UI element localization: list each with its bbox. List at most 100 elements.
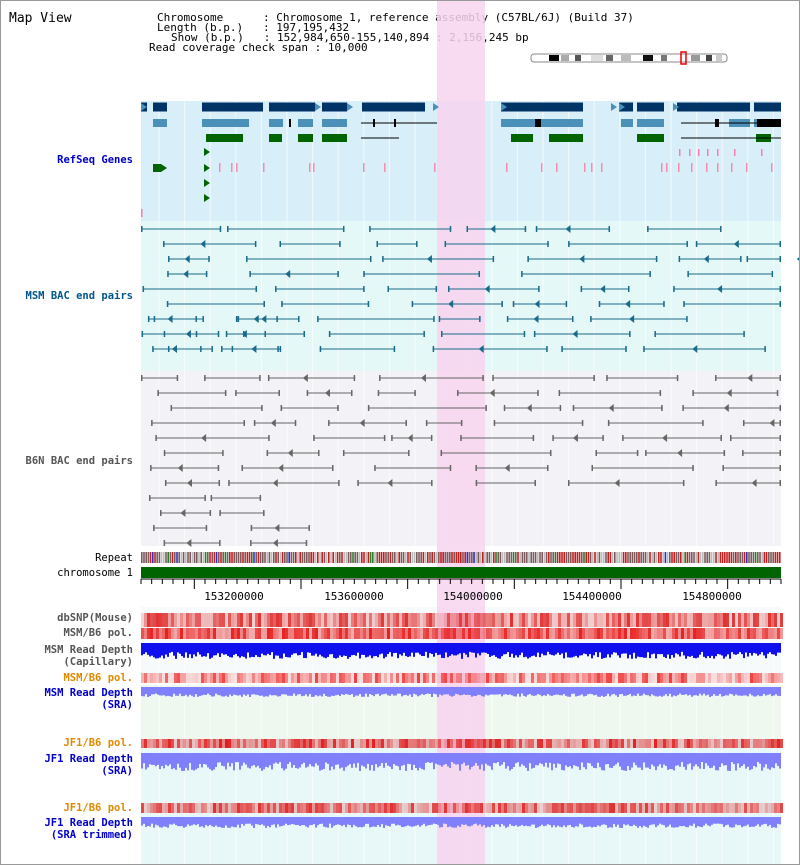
heatmap-cell — [597, 628, 600, 639]
depth-bar — [509, 643, 511, 657]
heatmap-cell — [231, 613, 234, 627]
depth-bar — [575, 817, 577, 827]
depth-bar — [225, 817, 227, 826]
track-label-repeat[interactable]: Repeat — [95, 552, 133, 564]
gene-feature — [501, 119, 583, 127]
bac-end-marker — [547, 465, 549, 471]
heatmap-cell — [171, 628, 174, 639]
bac-end-marker — [155, 435, 157, 441]
depth-bar — [743, 643, 745, 659]
track-label-msm-b6-pol-sra[interactable]: MSM/B6 pol. — [63, 672, 133, 684]
heatmap-cell — [297, 628, 300, 639]
depth-bar — [373, 643, 375, 657]
depth-bar — [301, 687, 303, 697]
depth-bar — [533, 643, 535, 656]
depth-bar — [543, 753, 545, 767]
heatmap-cell — [366, 613, 369, 627]
depth-bar — [733, 817, 735, 828]
depth-bar — [551, 687, 553, 696]
gene-arrow — [204, 164, 210, 172]
heatmap-cell — [633, 673, 636, 683]
track-label-msm-depth-cap[interactable]: MSM Read Depth — [44, 644, 133, 656]
heatmap-cell — [522, 673, 525, 683]
heatmap-cell — [417, 613, 420, 627]
track-label-dbsnp[interactable]: dbSNP(Mouse) — [57, 612, 133, 624]
depth-bar — [471, 817, 473, 826]
depth-bar — [313, 817, 315, 825]
heatmap-cell — [663, 803, 666, 813]
bac-end-marker — [659, 390, 662, 396]
bac-end-marker — [153, 316, 156, 322]
heatmap-cell — [648, 613, 651, 627]
depth-bar — [491, 687, 493, 695]
repeat-element — [255, 552, 257, 563]
heatmap-cell — [777, 803, 780, 813]
depth-bar — [435, 687, 437, 695]
heatmap-cell — [222, 673, 225, 683]
depth-bar — [641, 687, 643, 696]
heatmap-cell — [471, 613, 474, 627]
depth-bar — [417, 643, 419, 653]
depth-bar — [297, 753, 299, 769]
depth-bar — [691, 687, 693, 697]
depth-bar — [515, 817, 517, 826]
track-label-msm-b6-pol[interactable]: MSM/B6 pol. — [63, 627, 133, 639]
heatmap-cell — [213, 803, 216, 813]
repeat-element — [350, 552, 352, 563]
heatmap-cell — [261, 613, 264, 627]
heatmap-cell — [726, 803, 729, 813]
track-label-msm-depth-sra[interactable]: MSM Read Depth — [44, 687, 133, 699]
heatmap-cell — [147, 673, 150, 683]
track-label-b6n-bac[interactable]: B6N BAC end pairs — [25, 455, 133, 467]
depth-bar — [587, 753, 589, 763]
depth-bar — [245, 687, 247, 696]
heatmap-cell — [768, 628, 771, 639]
heatmap-cell — [567, 673, 570, 683]
depth-bar — [165, 817, 167, 827]
depth-bar — [313, 643, 315, 656]
depth-bar — [425, 817, 427, 827]
heatmap-cell — [186, 673, 189, 683]
depth-bar — [597, 643, 599, 658]
heatmap-cell — [534, 628, 537, 639]
heatmap-cell — [501, 613, 504, 627]
track-label-jf1-depth[interactable]: JF1 Read Depth — [44, 753, 133, 765]
depth-bar — [181, 817, 183, 827]
depth-bar — [485, 753, 487, 764]
repeat-element — [774, 552, 777, 563]
depth-bar — [557, 643, 559, 653]
bac-end-marker — [157, 390, 159, 396]
depth-bar — [191, 753, 193, 770]
depth-bar — [679, 643, 681, 657]
depth-bar — [569, 687, 571, 697]
depth-bar — [413, 687, 415, 694]
heatmap-cell — [345, 739, 348, 748]
depth-bar — [343, 643, 345, 656]
track-label-jf1-b6-pol-trim[interactable]: JF1/B6 pol. — [63, 802, 133, 814]
depth-bar — [211, 643, 213, 658]
bac-end-marker — [779, 435, 781, 441]
depth-bar — [223, 687, 225, 697]
depth-bar — [461, 643, 463, 659]
heatmap-cell — [606, 628, 609, 639]
track-label-jf1-b6-pol[interactable]: JF1/B6 pol. — [63, 737, 133, 749]
heatmap-cell — [291, 803, 294, 813]
heatmap-cell — [417, 739, 420, 748]
depth-bar — [545, 687, 547, 696]
bac-end-marker — [208, 256, 210, 262]
track-label-jf1-trim[interactable]: JF1 Read Depth — [44, 817, 133, 829]
depth-bar — [709, 687, 711, 697]
heatmap-cell — [465, 673, 468, 683]
bac-end-marker — [558, 390, 561, 396]
depth-bar — [695, 643, 697, 659]
depth-bar — [439, 643, 441, 655]
depth-bar — [175, 753, 177, 770]
heatmap-cell — [201, 739, 204, 748]
heatmap-cell — [348, 803, 351, 813]
depth-bar — [637, 753, 639, 768]
depth-bar — [197, 643, 199, 653]
depth-bar — [473, 817, 475, 825]
track-label-refseq[interactable]: RefSeq Genes — [57, 154, 133, 166]
track-label-msm-bac[interactable]: MSM BAC end pairs — [25, 290, 133, 302]
